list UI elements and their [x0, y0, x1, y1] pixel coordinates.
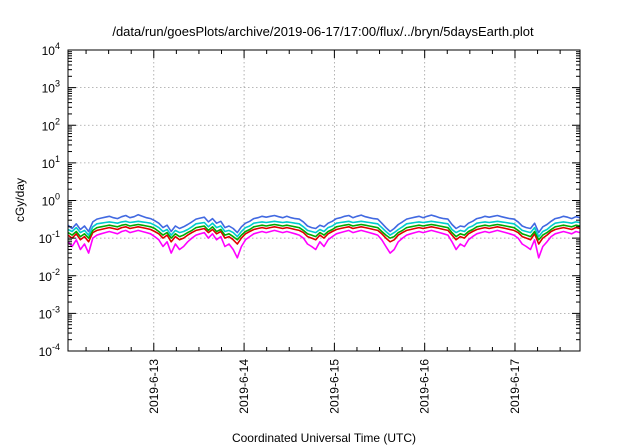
x-tick-label: 2019-6-17 [508, 359, 522, 414]
series-layer [67, 213, 581, 259]
y-tick-exponent: 3 [55, 79, 60, 89]
y-tick-label: 10-3 [39, 304, 60, 321]
series-line-1 [67, 229, 581, 259]
y-tick-base: 10 [42, 157, 56, 171]
series-line-5 [67, 213, 581, 234]
grid-layer [68, 50, 580, 351]
y-axis-label: cGy/day [13, 178, 27, 222]
y-tick-label: 100 [42, 192, 60, 209]
y-tick-label: 103 [42, 79, 60, 96]
y-tick-base: 10 [39, 307, 53, 321]
x-axis-label: Coordinated Universal Time (UTC) [232, 431, 416, 445]
y-tick-base: 10 [42, 44, 56, 58]
y-tick-exponent: -3 [52, 304, 60, 314]
x-tick-label: 2019-6-14 [237, 359, 251, 414]
y-tick-base: 10 [39, 270, 53, 284]
y-tick-base: 10 [42, 119, 56, 133]
tick-layer [68, 49, 580, 352]
y-tick-exponent: 1 [55, 154, 60, 164]
x-tick-labels: 2019-6-13 2019-6-14 2019-6-15 2019-6-16 2019… [147, 359, 522, 414]
series-line-2 [67, 226, 581, 245]
y-tick-label: 102 [42, 116, 60, 133]
x-tick-label: 2019-6-15 [327, 359, 341, 414]
y-tick-exponent: 0 [55, 192, 60, 202]
y-tick-exponent: -1 [52, 229, 60, 239]
x-tick-label: 2019-6-13 [147, 359, 161, 414]
series-line-3 [67, 223, 581, 241]
y-tick-label: 10-4 [39, 342, 60, 359]
y-tick-base: 10 [39, 232, 53, 246]
y-tick-exponent: 2 [55, 116, 60, 126]
y-tick-label: 10-2 [39, 267, 60, 284]
y-tick-label: 101 [42, 154, 60, 171]
y-tick-base: 10 [39, 345, 53, 359]
chart-title: /data/run/goesPlots/archive/2019-06-17/1… [112, 24, 534, 39]
y-tick-exponent: -2 [52, 267, 60, 277]
x-tick-label: 2019-6-16 [418, 359, 432, 414]
y-tick-base: 10 [42, 195, 56, 209]
y-tick-base: 10 [42, 82, 56, 96]
y-tick-exponent: -4 [52, 342, 60, 352]
y-tick-exponent: 4 [55, 41, 60, 51]
y-tick-label: 10-1 [39, 229, 60, 246]
series-line-4 [67, 220, 581, 238]
y-tick-label: 104 [42, 41, 60, 58]
